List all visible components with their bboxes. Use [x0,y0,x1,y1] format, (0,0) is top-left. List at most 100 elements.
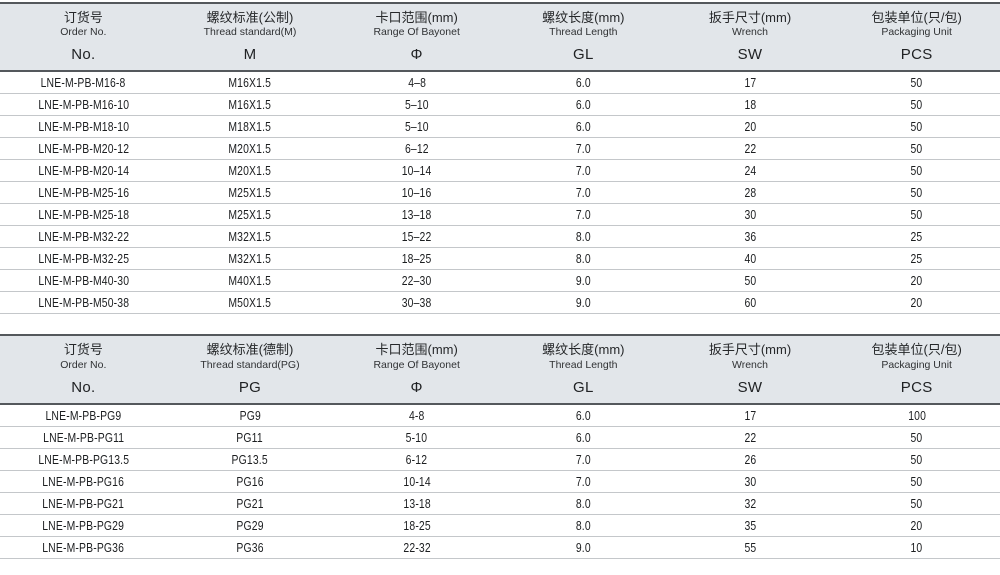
table-cell: 9.0 [500,295,667,310]
cell-value: LNE-M-PB-PG29 [42,517,125,533]
cell-value: 15–22 [401,229,432,245]
cell-value: 24 [744,163,756,179]
cell-value: 32 [744,495,756,511]
table-row: LNE-M-PB-M16-8 M16X1.5 4–8 6.0 17 50 [0,72,1000,95]
table-cell: 6-12 [333,452,500,467]
table-row: LNE-M-PB-M32-22 M32X1.5 15–22 8.0 36 25 [0,226,1000,249]
cell-value: 35 [744,517,756,533]
column-header: 订货号 Order No. No. [0,342,167,395]
table-cell: LNE-M-PB-M25-18 [0,207,167,222]
cell-value: 30–38 [401,295,432,311]
table-cell: LNE-M-PB-PG16 [0,474,167,489]
table-cell: PG9 [167,408,334,423]
cell-value: 50 [910,97,923,113]
table-cell: LNE-M-PB-PG13.5 [0,452,167,467]
table-cell: M32X1.5 [167,251,334,266]
cell-value: PG21 [236,495,264,511]
cell-value: 6.0 [575,429,591,445]
cell-value: LNE-M-PB-PG9 [45,407,122,423]
table-cell: 50 [833,97,1000,112]
table-cell: 9.0 [500,540,667,555]
table-row: LNE-M-PB-PG16 PG16 10-14 7.0 30 50 [0,471,1000,493]
table-row: LNE-M-PB-PG21 PG21 13-18 8.0 32 50 [0,493,1000,515]
table-header: 订货号 Order No. No. 螺纹标准(公制) Thread standard(M… [0,2,1000,73]
column-title-en: Order No. [60,358,107,371]
cell-value: 100 [907,407,926,423]
table-cell: PG21 [167,496,334,511]
table-header: 订货号 Order No. No. 螺纹标准(德制) Thread standard(P… [0,334,1000,405]
cell-value: LNE-M-PB-M32-25 [37,251,129,267]
table-row: LNE-M-PB-PG29 PG29 18-25 8.0 35 20 [0,515,1000,537]
cell-value: 50 [910,451,923,467]
table-cell: 18-25 [333,518,500,533]
table-cell: 5–10 [333,119,500,134]
table-cell: 50 [833,163,1000,178]
cell-value: 50 [910,119,923,135]
cell-value: LNE-M-PB-M20-14 [37,163,129,179]
cell-value: 17 [744,75,756,91]
table-cell: 6.0 [500,75,667,90]
cell-value: 50 [910,185,923,201]
table-cell: 50 [833,452,1000,467]
cell-value: 60 [744,295,756,311]
table-cell: 10 [833,540,1000,555]
cell-value: 50 [910,495,923,511]
cell-value: 20 [744,119,756,135]
table-cell: 50 [833,430,1000,445]
table-cell: 15–22 [333,229,500,244]
cell-value: 20 [910,273,923,289]
table-cell: M16X1.5 [167,97,334,112]
table-cell: LNE-M-PB-M32-25 [0,251,167,266]
table-cell: 8.0 [500,229,667,244]
column-header: 卡口范围(mm) Range Of Bayonet Φ [333,10,500,63]
cell-value: 8.0 [575,517,591,533]
table-row: LNE-M-PB-M16-10 M16X1.5 5–10 6.0 18 50 [0,94,1000,117]
column-symbol: PCS [900,46,933,64]
column-header: 卡口范围(mm) Range Of Bayonet Φ [333,342,500,395]
table-cell: 20 [833,273,1000,288]
table-cell: 25 [833,229,1000,244]
cell-value: LNE-M-PB-M16-10 [37,97,129,113]
table-cell: M25X1.5 [167,185,334,200]
column-title-cn: 螺纹长度(mm) [542,10,625,25]
table-cell: 50 [833,207,1000,222]
cell-value: 50 [910,163,923,179]
cell-value: 9.0 [575,273,591,289]
table-cell: 20 [833,295,1000,310]
column-title-cn: 包装单位(只/包) [871,342,962,358]
table-cell: 8.0 [500,251,667,266]
table-cell: 25 [833,251,1000,266]
cell-value: LNE-M-PB-M50-38 [37,295,129,311]
table-body: LNE-M-PB-M16-8 M16X1.5 4–8 6.0 17 50 LNE-M-PB-… [0,72,1000,315]
cell-value: 7.0 [575,141,591,157]
column-header: 螺纹长度(mm) Thread Length GL [500,10,667,63]
column-header: 扳手尺寸(mm) Wrench SW [667,10,834,63]
column-symbol: Φ [410,46,423,64]
cell-value: 7.0 [575,473,591,489]
column-title-cn: 订货号 [63,10,103,25]
table-cell: 35 [667,518,834,533]
table-cell: 7.0 [500,185,667,200]
table-cell: 50 [833,119,1000,134]
table-cell: 100 [833,408,1000,423]
table-cell: 7.0 [500,474,667,489]
cell-value: 22–30 [401,273,432,289]
column-title-en: Wrench [731,358,768,371]
cell-value: M40X1.5 [228,273,272,289]
column-title-en: Order No. [60,26,107,39]
column-title-cn: 包装单位(只/包) [871,10,962,25]
cell-value: 20 [910,295,923,311]
table-row: LNE-M-PB-M20-12 M20X1.5 6–12 7.0 22 50 [0,138,1000,161]
table-cell: 8.0 [500,518,667,533]
cell-value: 20 [910,517,923,533]
column-title-en: Thread Length [549,358,618,371]
cell-value: 9.0 [575,539,591,555]
table-cell: LNE-M-PB-PG29 [0,518,167,533]
table-cell: 20 [667,119,834,134]
cell-value: 40 [744,251,756,267]
cell-value: M25X1.5 [228,185,272,201]
table-cell: 30 [667,474,834,489]
table-cell: M40X1.5 [167,273,334,288]
table-cell: 7.0 [500,207,667,222]
cell-value: LNE-M-PB-PG13.5 [37,451,129,467]
